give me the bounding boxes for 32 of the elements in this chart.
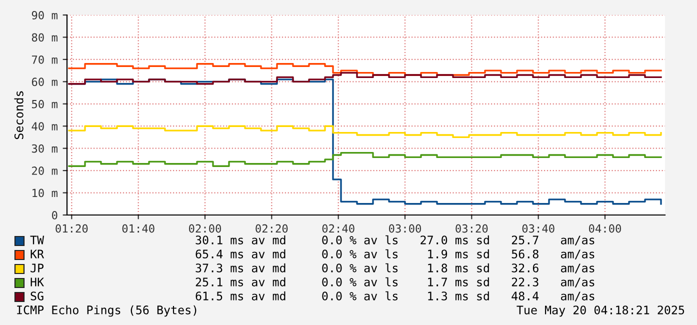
legend-label: JP (30, 264, 44, 272)
y-tick-label: 50 m (32, 100, 58, 108)
text: 65.4 ms av md 0.0 % av ls 1.9 ms sd 56.8 am/as (196, 249, 594, 260)
text: 61.5 ms av md 0.0 % av ls 1.3 ms sd 48.4 am/as (196, 291, 594, 302)
text: 30.1 ms av md 0.0 % av ls 27.0 ms sd 25.7 am/as (196, 235, 594, 246)
y-tick-label: 90 m (32, 11, 58, 20)
y-tick-label: 30 m (32, 144, 58, 153)
y-tick-label: 10 m (32, 188, 58, 198)
x-tick-label: 01:40 (122, 224, 154, 233)
y-tick-label: 60 m (32, 78, 58, 86)
text: Tue May 20 04:18:21 2025 (516, 306, 684, 317)
y-tick-label: 20 m (32, 166, 58, 175)
y-tick-label: 40 m (32, 122, 58, 131)
legend-label: KR (30, 250, 44, 258)
x-tick-label: 03:00 (389, 224, 422, 233)
x-tick-label: 03:40 (522, 224, 554, 233)
legend-label: HK (30, 278, 44, 286)
x-tick-label: 02:20 (256, 224, 288, 233)
x-tick-label: 02:00 (189, 224, 222, 233)
x-tick-label: 02:40 (322, 224, 354, 233)
y-tick-label: 70 m (32, 55, 58, 64)
text: ICMP Echo Pings (56 Bytes) (17, 305, 196, 317)
y-tick-label: 80 m (32, 33, 58, 42)
x-tick-label: 01:20 (56, 224, 88, 233)
x-tick-label: 04:00 (589, 224, 622, 233)
legend-label: SG (30, 292, 44, 300)
text: 25.1 ms av md 0.0 % av ls 1.7 ms sd 22.3 am/as (196, 277, 594, 288)
text: 37.3 ms av md 0.0 % av ls 1.8 ms sd 32.6 am/as (196, 263, 594, 274)
legend-label: TW (30, 236, 44, 244)
y-axis-title: Seconds (14, 91, 24, 140)
y-tick-label: 0 (52, 211, 58, 220)
x-tick-label: 03:20 (456, 224, 488, 233)
